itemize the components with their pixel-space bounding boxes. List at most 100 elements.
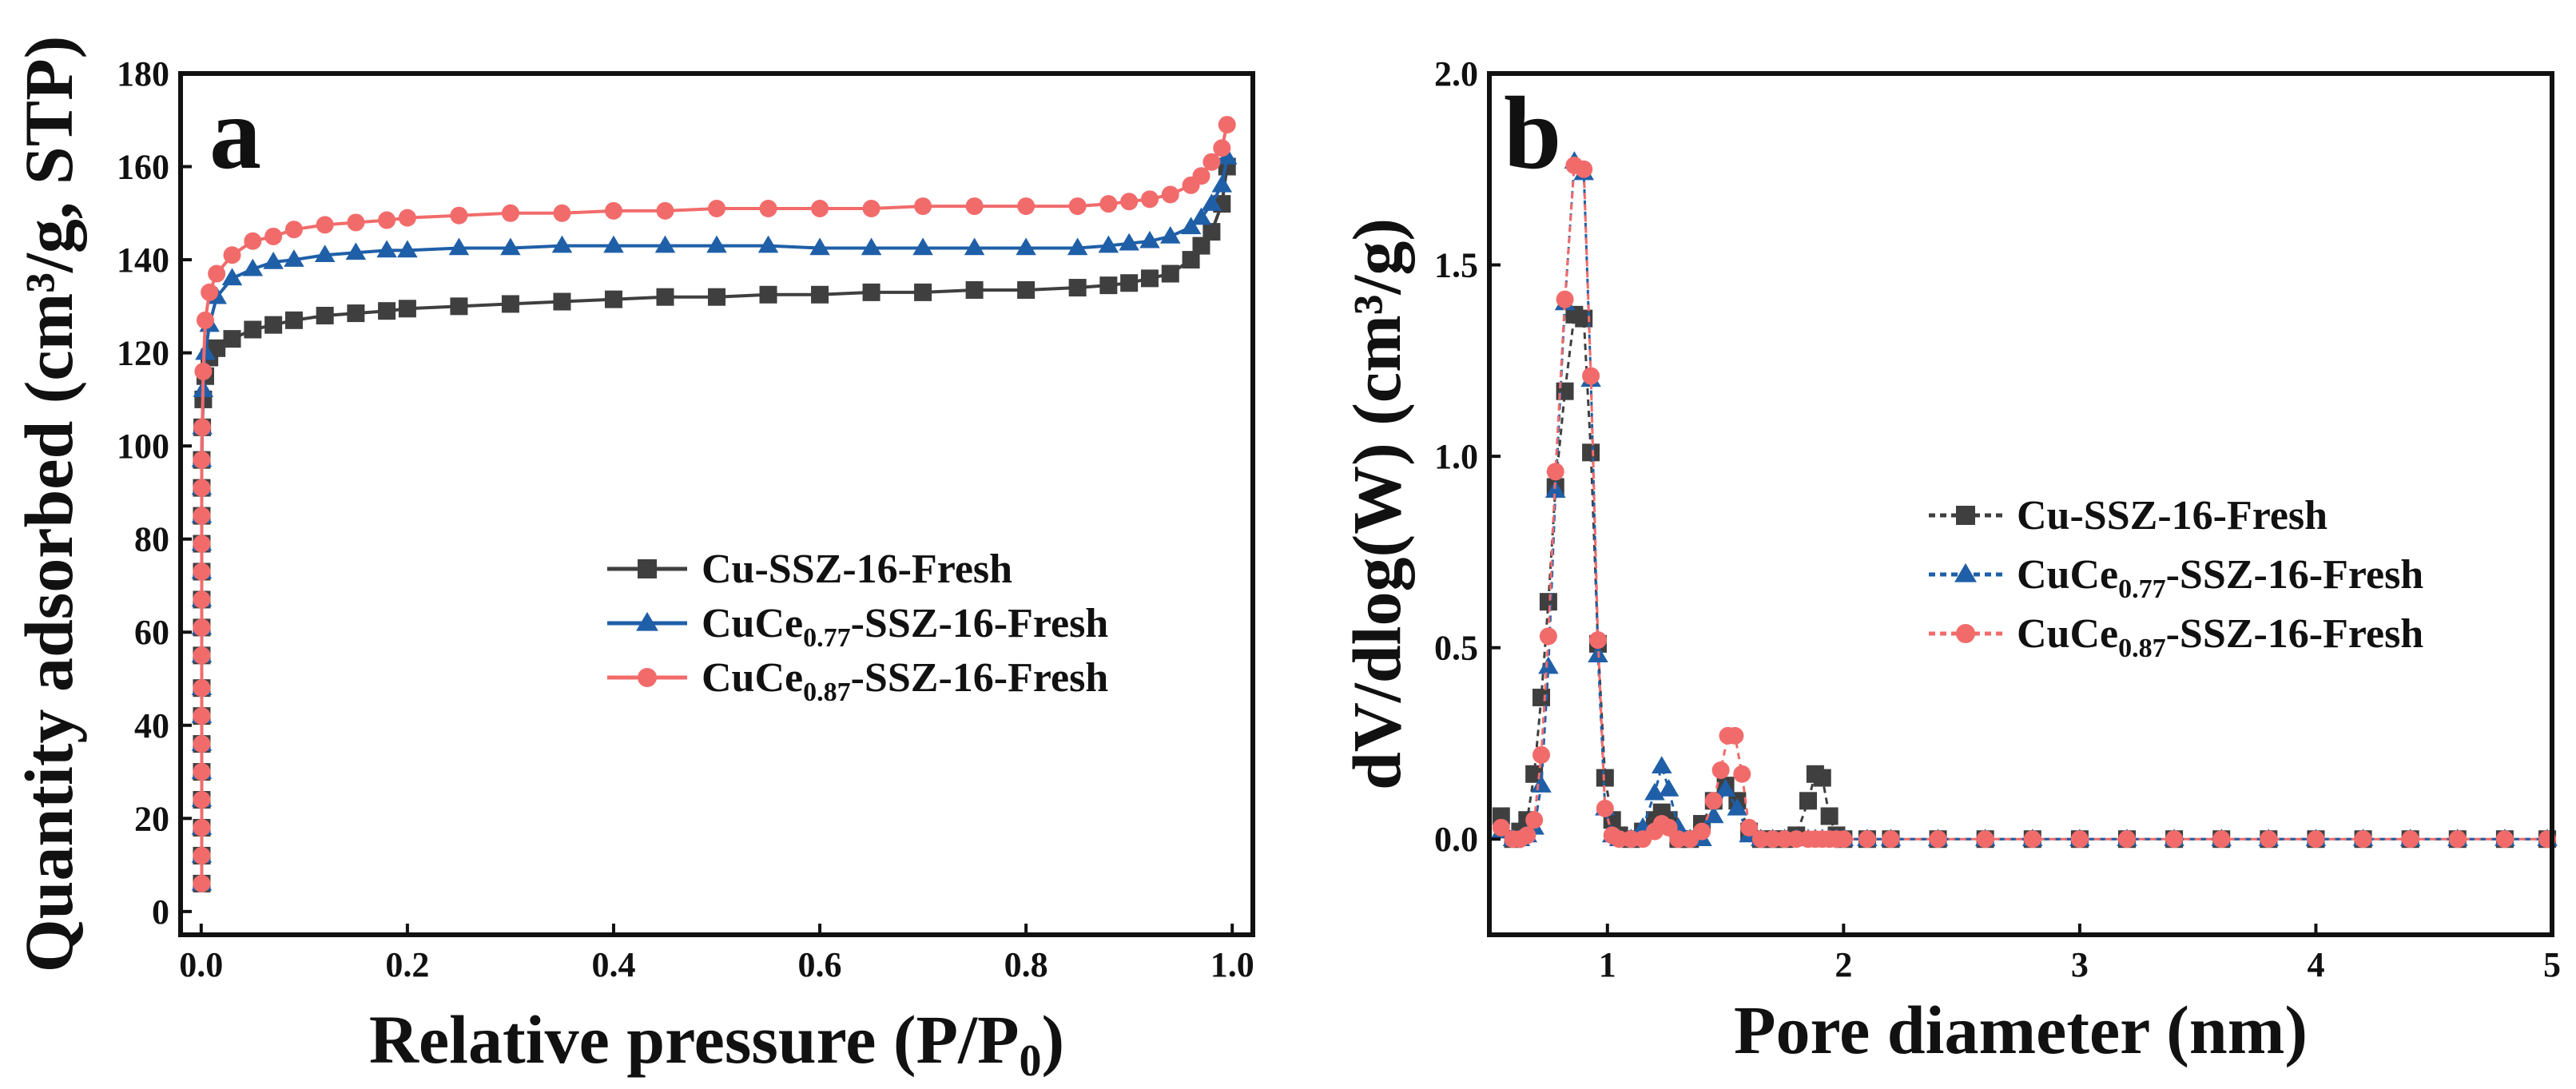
panel-b-legend-item-3: CuCe0.87-SSZ-16-Fresh <box>1929 611 2423 663</box>
panel-a-series-3-point <box>1099 195 1118 213</box>
panel-b-series-3-point <box>1740 818 1759 837</box>
panel-a-series-3-point <box>193 618 211 637</box>
panel-b-series-3-point <box>1693 822 1711 841</box>
panel-a-series-2-point <box>376 240 397 258</box>
panel-a-series-3-point <box>862 199 881 217</box>
panel-a-series-2-point <box>1201 193 1222 211</box>
panel-a-series-3-point <box>244 232 262 250</box>
panel-a-series-2-point <box>397 240 418 258</box>
panel-a-series-3-point <box>450 206 468 225</box>
panel-a-series-3-point <box>193 763 211 781</box>
panel-b-x-axis-title: Pore diameter (nm) <box>1734 992 2308 1068</box>
panel-a-y-tick-label: 80 <box>134 520 169 559</box>
panel-a-y-tick-label: 40 <box>134 706 169 745</box>
panel-b-legend-label: Cu-SSZ-16-Fresh <box>2017 493 2328 539</box>
panel-b-series-2-point <box>1538 656 1559 674</box>
panel-b-y-tick-label: 0.0 <box>1434 820 1478 859</box>
panel-b-ticks: 1 2 3 4 5 0.0 0.5 1.0 1.5 2.0 <box>1434 54 2561 984</box>
panel-a-series-3-point <box>965 197 984 216</box>
panel-a-x-tick-label: 0.6 <box>798 945 842 984</box>
panel-a-series-1-point <box>604 290 622 308</box>
panel-b-series-1-point <box>1799 792 1817 810</box>
panel-b-series-2-point <box>1703 805 1724 824</box>
panel-a-series-1-point <box>244 320 262 339</box>
panel-a-x-tick-label: 0.2 <box>385 945 429 984</box>
panel-a-y-tick-label: 60 <box>134 613 169 652</box>
panel-b-series-3-point <box>1532 745 1551 764</box>
panel-b-letter: b <box>1504 76 1561 191</box>
panel-b-series-3-point <box>1525 811 1544 829</box>
panel-b-series-3-point <box>2307 830 2325 849</box>
panel-a-series-2-point <box>1216 146 1238 165</box>
panel-b-series-3-point <box>2401 830 2419 849</box>
panel-a-legend-item-2: CuCe0.77-SSZ-16-Fresh <box>607 601 1108 653</box>
panel-a-series-3-point <box>347 213 365 232</box>
panel-a-series-3-point <box>501 204 519 222</box>
panel-a-legend-label: CuCe0.77-SSZ-16-Fresh <box>702 601 1108 653</box>
panel-b-series <box>1491 151 2558 849</box>
panel-a-series-3-point <box>193 418 212 436</box>
panel-a-series-2 <box>191 146 1238 891</box>
panel-a-series-1-point <box>862 283 881 301</box>
panel-b-series-3-point <box>1539 627 1557 646</box>
panel-a-series-1-point <box>1068 279 1087 297</box>
panel-a-series-3-point <box>604 201 622 220</box>
panel-a-series-1-point <box>1140 269 1159 288</box>
panel-b-y-axis-title: dV/dlog(W) (cm³/g) <box>1338 218 1415 790</box>
panel-a-series-3-point <box>193 679 211 698</box>
panel-b-series-3-point <box>1596 799 1614 817</box>
panel-a-series-3-point <box>193 646 211 665</box>
panel-b-series-3-point <box>1726 726 1744 745</box>
panel-a-y-axis-title: Quantity adsorbed (cm³/g, STP) <box>10 36 87 973</box>
panel-a-series-3-point <box>193 507 211 525</box>
panel-a-series-3-point <box>264 227 283 245</box>
panel-a-series-1-point <box>450 297 468 316</box>
panel-a-legend-swatch-marker <box>636 611 658 631</box>
panel-b-series-3-point <box>1704 792 1723 810</box>
panel-a-series-1-point <box>914 283 932 301</box>
panel-a-series-2-point <box>1119 233 1139 251</box>
panel-b-series-3-point <box>2495 830 2514 849</box>
panel-b-series-1-point <box>1813 769 1831 787</box>
panel-a-series-2-point <box>757 235 779 253</box>
panel-a-legend: Cu-SSZ-16-Fresh CuCe0.77-SSZ-16-FreshCuCe… <box>607 546 1108 707</box>
panel-a-series-3-point <box>193 818 211 837</box>
panel-a-series-1-point <box>223 330 241 348</box>
panel-a-series-1-point <box>284 311 303 329</box>
panel-b-series-2-point <box>1727 797 1748 816</box>
panel-a-series-3-point <box>193 735 211 753</box>
panel-a-series-3-point <box>193 791 211 809</box>
panel-a-series-2-point <box>263 252 284 269</box>
panel-a-series-2-point <box>1098 235 1119 253</box>
panel-a-series-3-point <box>378 211 396 229</box>
panel-a-series-3-point <box>201 283 219 301</box>
panel-a-series <box>191 116 1238 892</box>
panel-b-series-3-point <box>1588 631 1607 650</box>
panel-a-series-3-point <box>196 311 214 329</box>
panel-a-series-1-point <box>811 285 829 304</box>
panel-a-series-2-point <box>603 235 624 253</box>
panel-a-legend-item-1: Cu-SSZ-16-Fresh <box>607 546 1012 592</box>
panel-b-legend: Cu-SSZ-16-Fresh CuCe0.77-SSZ-16-Fresh CuCe… <box>1929 493 2423 663</box>
panel-b-series-3-point <box>2023 830 2041 849</box>
panel-b-y-tick-label: 1.5 <box>1434 246 1478 285</box>
panel-a-series-3-point <box>193 562 211 581</box>
panel-a-series-2-point <box>1180 217 1202 235</box>
panel-b-x-tick-label: 5 <box>2543 945 2561 984</box>
panel-b-series-3-point <box>2118 830 2136 849</box>
panel-b-legend-item-2: CuCe0.77-SSZ-16-Fresh <box>1929 552 2423 604</box>
panel-b-series-3 <box>1492 156 2557 849</box>
panel-a-series-2-point <box>221 268 243 286</box>
panel-a-series-3-point <box>553 204 571 222</box>
panel-b-series-3-point <box>1546 463 1564 481</box>
panel-a-legend-label: Cu-SSZ-16-Fresh <box>702 546 1012 592</box>
panel-a-series-1-point <box>316 307 334 325</box>
panel-a-y-tick-label: 140 <box>117 240 169 280</box>
panel-b-series-1-point <box>1532 688 1551 706</box>
panel-b-series-2-point <box>1544 480 1566 499</box>
panel-a-series-3-point <box>1068 197 1087 216</box>
panel-b-legend-label: CuCe0.87-SSZ-16-Fresh <box>2017 611 2423 663</box>
panel-a-series-3-point <box>1017 197 1036 216</box>
panel-a-series-3-point <box>914 197 932 216</box>
panel-b-series-3-point <box>1492 818 1510 837</box>
